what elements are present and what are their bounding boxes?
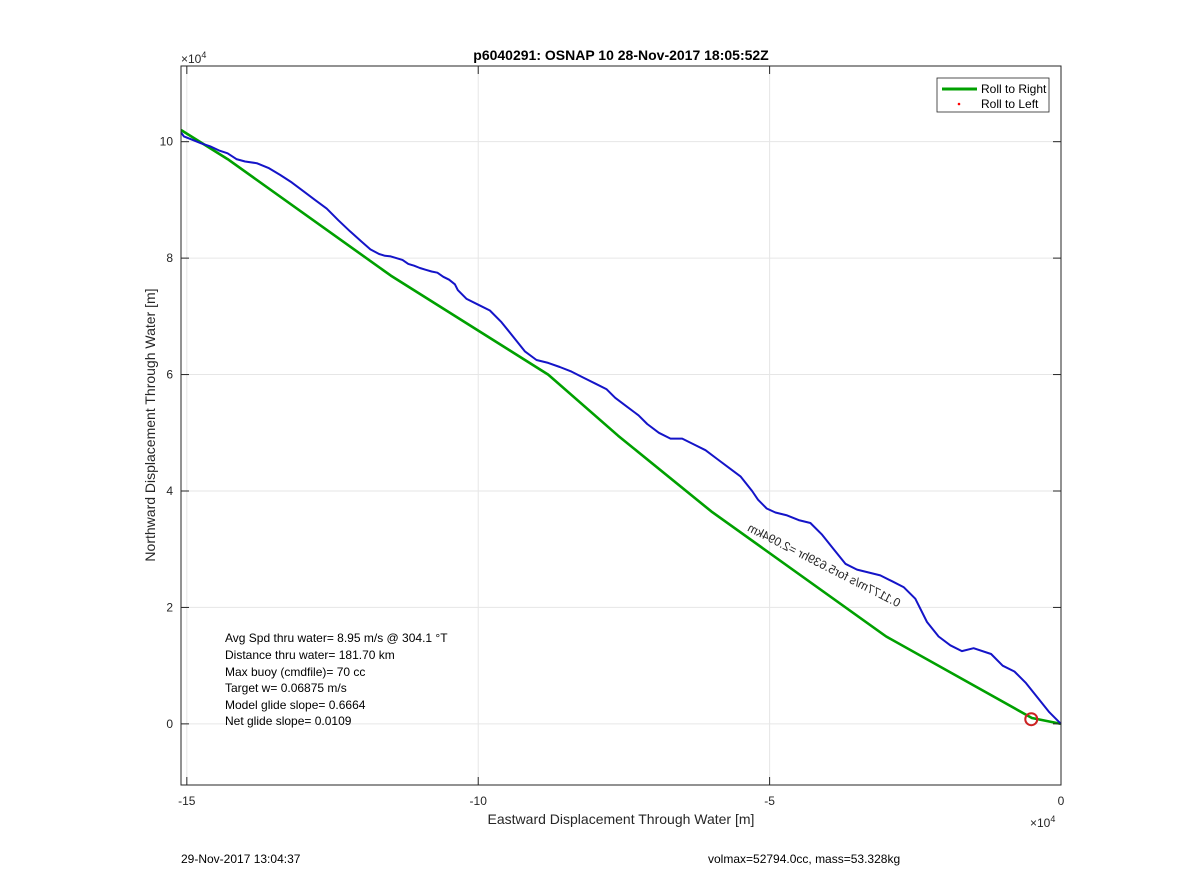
y-tick-label: 4 <box>166 484 173 498</box>
x-tick-label: 0 <box>1058 794 1065 808</box>
legend-box <box>936 77 1050 113</box>
y-tick-label: 8 <box>166 251 173 265</box>
x-tick-label: -10 <box>470 794 488 808</box>
chart-title: p6040291: OSNAP 10 28-Nov-2017 18:05:52Z <box>473 47 769 63</box>
y-axis-label: Northward Displacement Through Water [m] <box>142 288 158 561</box>
stats-block: Avg Spd thru water= 8.95 m/s @ 304.1 °T … <box>225 631 448 728</box>
stat-max-buoy: Max buoy (cmdfile)= 70 cc <box>225 665 365 679</box>
x-axis-label: Eastward Displacement Through Water [m] <box>488 811 755 827</box>
stat-avg-speed: Avg Spd thru water= 8.95 m/s @ 304.1 °T <box>225 631 448 645</box>
end-marker-circle <box>1024 712 1039 727</box>
y-tick-label: 0 <box>166 717 173 731</box>
plot-background <box>181 66 1061 785</box>
legend-label-roll-right: Roll to Right <box>981 82 1047 96</box>
grid <box>181 66 1062 785</box>
plot-frame <box>180 65 1062 786</box>
ticks: -15 -10 -5 0 0 2 4 6 8 10 <box>160 66 1065 808</box>
stat-net-glide-slope: Net glide slope= 0.0109 <box>225 714 352 728</box>
y-tick-label: 2 <box>166 600 173 614</box>
footer-timestamp: 29-Nov-2017 13:04:37 <box>181 852 301 866</box>
x-multiplier: ×104 <box>1030 814 1055 830</box>
legend-label-roll-left: Roll to Left <box>981 97 1039 111</box>
legend: Roll to Right Roll to Left <box>936 77 1050 113</box>
stat-model-glide-slope: Model glide slope= 0.6664 <box>225 698 366 712</box>
series-line-0 <box>180 128 1062 726</box>
legend-swatch-roll-left <box>957 102 961 106</box>
footer-volmax-mass: volmax=52794.0cc, mass=53.328kg <box>708 852 901 866</box>
series-line-1 <box>180 131 1062 725</box>
stat-distance: Distance thru water= 181.70 km <box>225 648 395 662</box>
y-multiplier: ×104 <box>181 50 206 66</box>
x-tick-label: -15 <box>178 794 196 808</box>
y-tick-label: 6 <box>166 368 173 382</box>
stat-target-w: Target w= 0.06875 m/s <box>225 681 347 695</box>
x-tick-label: -5 <box>764 794 775 808</box>
y-tick-label: 10 <box>160 135 174 149</box>
